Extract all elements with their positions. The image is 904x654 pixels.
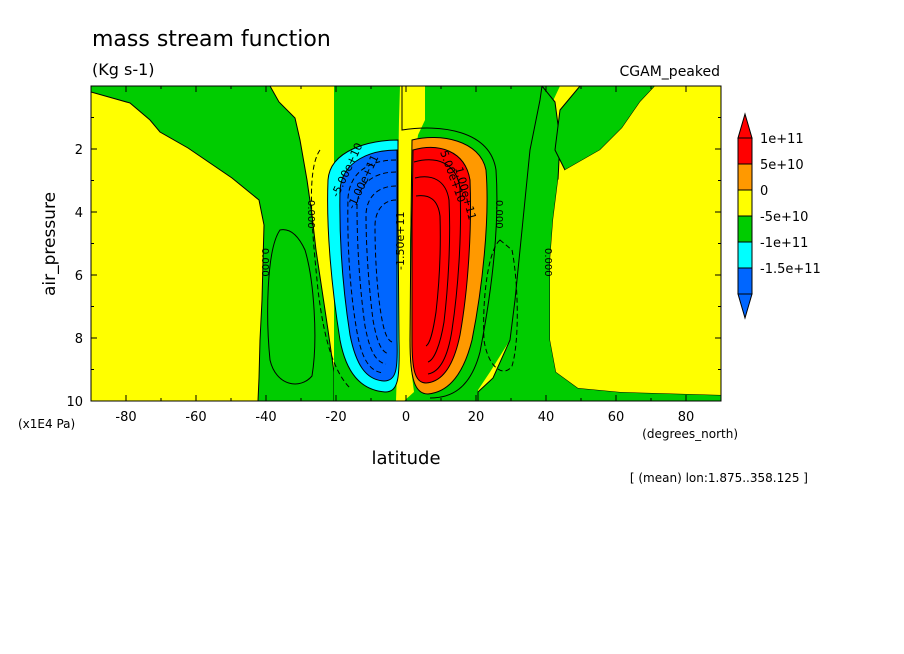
- x-tick-label: 80: [678, 410, 695, 425]
- contour-label-zero3: 0.000: [493, 200, 504, 229]
- colorbar-label: 0: [760, 184, 768, 199]
- field-yellow-center: [396, 86, 425, 401]
- footnote: [ (mean) lon:1.875..358.125 ]: [630, 471, 808, 485]
- contour-label-zero4: 0.000: [542, 248, 553, 277]
- y-tick-label: 6: [75, 269, 83, 284]
- y-units: (x1E4 Pa): [18, 417, 75, 431]
- colorbar-label: 1e+11: [760, 132, 804, 147]
- x-units: (degrees_north): [642, 427, 738, 441]
- y-axis: 2 4 6 8 10: [66, 85, 721, 410]
- cell-red: [411, 147, 472, 384]
- colorbar-band: [737, 189, 753, 217]
- chart-title: mass stream function: [92, 27, 331, 52]
- colorbar-label: -1e+11: [760, 236, 808, 251]
- x-tick-label: 0: [402, 410, 410, 425]
- field-green-band: [91, 86, 335, 401]
- colorbar-band: [737, 163, 753, 191]
- colorbar-band: [737, 215, 753, 243]
- colorbar-band: [737, 241, 753, 269]
- x-tick-label: 20: [468, 410, 485, 425]
- x-axis: -80 -60 -40 -20 0 20 40 60 80: [90, 86, 722, 425]
- y-tick-label: 4: [75, 206, 83, 221]
- colorbar: 1e+11 5e+10 0 -5e+10 -1e+11 -1.5e+11: [737, 112, 821, 320]
- x-tick-label: -40: [255, 410, 276, 425]
- x-axis-label: latitude: [371, 448, 440, 469]
- colorbar-band: [737, 267, 753, 295]
- field-yellow-north: [550, 86, 721, 395]
- colorbar-top-arrow: [737, 112, 753, 139]
- plot-area: 5.00e+10 1.00e+11 -5.00e+10 -1.00e+11 -1…: [91, 86, 721, 401]
- y-tick-label: 8: [75, 332, 83, 347]
- x-tick-label: 60: [608, 410, 625, 425]
- positive-contours: [267, 86, 498, 399]
- x-tick-label: 40: [538, 410, 555, 425]
- y-axis-label: air_pressure: [40, 192, 60, 296]
- contour-label-zero1: 0.000: [259, 248, 270, 277]
- x-tick-label: -20: [325, 410, 346, 425]
- colorbar-label: -1.5e+11: [760, 262, 821, 277]
- x-tick-label: -60: [185, 410, 206, 425]
- cell-blue: [339, 149, 398, 382]
- colorbar-label: 5e+10: [760, 158, 804, 173]
- contour-label-neg3: -1.50e+11: [394, 212, 407, 270]
- y-tick-label: 2: [75, 143, 83, 158]
- colorbar-label: -5e+10: [760, 210, 808, 225]
- contour-label-zero2: 0.000: [305, 200, 316, 229]
- colorbar-bottom-arrow: [737, 293, 753, 320]
- chart-units: (Kg s-1): [92, 60, 155, 79]
- dataset-label: CGAM_peaked: [620, 64, 720, 80]
- colorbar-band: [737, 137, 753, 165]
- y-tick-label: 10: [66, 395, 83, 410]
- negative-contours: [310, 149, 518, 389]
- x-tick-label: -80: [115, 410, 136, 425]
